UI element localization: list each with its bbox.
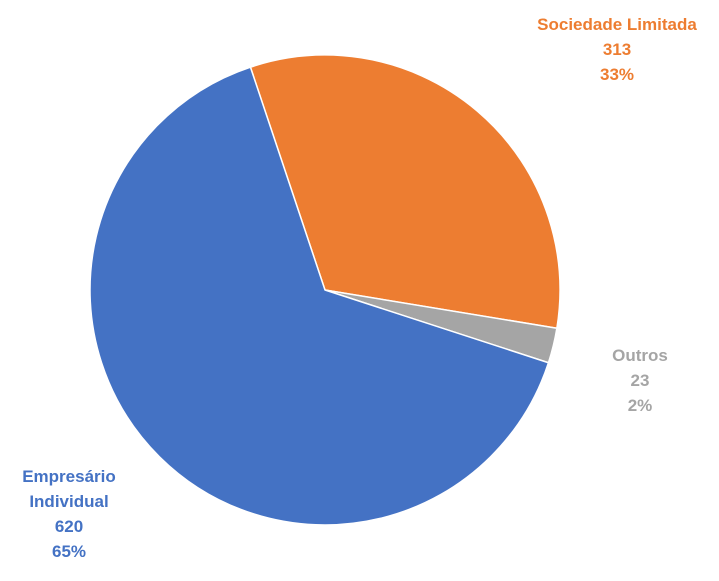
data-label-line: 620 xyxy=(55,517,83,536)
data-label-sociedade-limitada: Sociedade Limitada 313 33% xyxy=(537,15,697,84)
data-label-line: Sociedade Limitada xyxy=(537,15,697,34)
pie-data-labels: Sociedade Limitada 313 33% Outros 23 2% Empres… xyxy=(22,15,697,561)
data-label-line: 23 xyxy=(631,371,650,390)
pie-slice-empresario-individual xyxy=(89,66,550,526)
data-label-line: 65% xyxy=(52,542,86,561)
data-label-line: 33% xyxy=(600,65,634,84)
data-label-line: Empresário xyxy=(22,467,116,486)
data-label-line: 2% xyxy=(628,396,653,415)
data-label-line: Individual xyxy=(29,492,108,511)
pie-slices xyxy=(89,54,561,526)
data-label-line: 313 xyxy=(603,40,631,59)
data-label-empresario-individual: Empresário Individual 620 65% xyxy=(22,467,116,561)
pie-slice-sociedade-limitada xyxy=(249,54,561,329)
data-label-outros: Outros 23 2% xyxy=(612,346,668,415)
data-label-line: Outros xyxy=(612,346,668,365)
